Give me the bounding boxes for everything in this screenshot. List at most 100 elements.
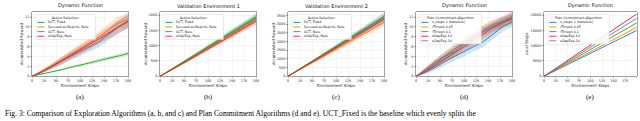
svg-text:rThresh 0.05: rThresh 0.05	[560, 25, 581, 29]
svg-text:0: 0	[283, 74, 285, 78]
svg-text:2: 2	[27, 65, 29, 69]
svg-text:UCT, Fixed: UCT, Fixed	[304, 20, 321, 24]
svg-text:125: 125	[217, 79, 223, 83]
svg-text:Accumulated Reward: Accumulated Reward	[19, 23, 24, 66]
svg-text:0: 0	[543, 79, 545, 83]
svg-text:Accumulated Reward: Accumulated Reward	[143, 23, 148, 66]
svg-text:200: 200	[125, 79, 131, 83]
svg-text:sGapExp 20: sGapExp 20	[560, 39, 580, 43]
svg-text:0: 0	[539, 74, 541, 78]
svg-text:Environment Steps: Environment Steps	[61, 83, 99, 88]
svg-text:8: 8	[27, 35, 29, 39]
svg-text:Action Selection: Action Selection	[52, 16, 79, 20]
svg-text:12: 12	[25, 15, 29, 19]
svg-text:Validation Environment 2: Validation Environment 2	[305, 3, 368, 9]
svg-text:sGapExp, Relu: sGapExp, Relu	[176, 34, 200, 38]
svg-text:200: 200	[253, 79, 259, 83]
svg-text:100: 100	[333, 79, 339, 83]
svg-text:Local Steps: Local Steps	[524, 33, 529, 56]
svg-text:Fig. 3: Comparison of Explorat: Fig. 3: Comparison of Exploration Algori…	[5, 109, 476, 118]
svg-text:Environment Steps: Environment Steps	[571, 83, 609, 88]
svg-text:UCT, Fixed: UCT, Fixed	[48, 20, 65, 24]
svg-text:500: 500	[279, 66, 285, 70]
svg-text:2: 2	[411, 65, 413, 69]
svg-text:100: 100	[461, 79, 467, 83]
svg-text:UCT, Relu: UCT, Relu	[176, 30, 192, 34]
svg-text:125: 125	[345, 79, 351, 83]
svg-text:0: 0	[411, 74, 413, 78]
svg-text:rThresh 0.05: rThresh 0.05	[432, 25, 453, 29]
svg-text:20000: 20000	[531, 13, 542, 17]
svg-text:1000: 1000	[149, 44, 158, 48]
svg-text:2500: 2500	[277, 31, 286, 35]
svg-text:n_steps 1 (baseline): n_steps 1 (baseline)	[560, 20, 593, 24]
svg-text:200: 200	[509, 79, 515, 83]
svg-text:(d): (d)	[460, 93, 469, 101]
svg-text:150: 150	[357, 79, 363, 83]
svg-text:rThresh 0.1: rThresh 0.1	[560, 30, 579, 34]
svg-text:(b): (b)	[204, 93, 213, 101]
svg-text:150: 150	[610, 79, 616, 83]
svg-text:Accumulated Reward: Accumulated Reward	[271, 23, 276, 66]
svg-text:1500: 1500	[277, 48, 286, 52]
svg-text:75: 75	[450, 79, 454, 83]
svg-text:4: 4	[411, 55, 413, 59]
svg-text:Accumulated Reward: Accumulated Reward	[403, 23, 408, 66]
svg-text:6: 6	[411, 45, 413, 49]
svg-text:15000: 15000	[531, 29, 542, 33]
svg-text:125: 125	[599, 79, 605, 83]
svg-text:4: 4	[27, 55, 29, 59]
svg-text:10: 10	[409, 25, 413, 29]
svg-text:175: 175	[369, 79, 375, 83]
svg-text:175: 175	[113, 79, 119, 83]
svg-text:Successive Rejects, Relu: Successive Rejects, Relu	[304, 25, 344, 29]
svg-text:Dynamic Function: Dynamic Function	[58, 2, 103, 9]
svg-text:Action Selection: Action Selection	[308, 16, 335, 20]
svg-text:UCT, Relu: UCT, Relu	[304, 30, 320, 34]
svg-text:rThresh 0.1: rThresh 0.1	[432, 30, 451, 34]
svg-text:25: 25	[170, 79, 174, 83]
svg-text:2000: 2000	[277, 40, 286, 44]
svg-text:500: 500	[151, 59, 157, 63]
svg-text:100: 100	[205, 79, 211, 83]
svg-text:2000: 2000	[149, 13, 158, 17]
svg-text:Environment Steps: Environment Steps	[189, 83, 227, 88]
svg-text:UCT, Fixed: UCT, Fixed	[176, 20, 193, 24]
svg-text:150: 150	[101, 79, 107, 83]
svg-text:(a): (a)	[76, 93, 84, 101]
svg-text:10: 10	[25, 25, 29, 29]
svg-text:125: 125	[473, 79, 479, 83]
svg-text:6: 6	[27, 45, 29, 49]
svg-text:25: 25	[426, 79, 430, 83]
svg-text:125: 125	[89, 79, 95, 83]
svg-text:0: 0	[159, 79, 161, 83]
svg-text:150: 150	[229, 79, 235, 83]
svg-text:3500: 3500	[277, 14, 286, 18]
svg-text:1500: 1500	[149, 29, 158, 33]
svg-text:Plan Commitment Algorithm: Plan Commitment Algorithm	[427, 16, 474, 20]
svg-text:sGapExp 10: sGapExp 10	[432, 34, 452, 38]
svg-text:75: 75	[194, 79, 198, 83]
svg-text:0: 0	[155, 74, 157, 78]
svg-text:Dynamic Function: Dynamic Function	[442, 2, 487, 9]
svg-text:50: 50	[54, 79, 58, 83]
svg-text:50: 50	[565, 79, 569, 83]
svg-text:75: 75	[322, 79, 326, 83]
svg-text:sGapExp 10: sGapExp 10	[560, 34, 580, 38]
svg-text:0: 0	[287, 79, 289, 83]
svg-text:Successive Rejects, Relu: Successive Rejects, Relu	[176, 25, 216, 29]
svg-text:12: 12	[409, 15, 413, 19]
svg-text:10000: 10000	[531, 44, 542, 48]
svg-text:75: 75	[66, 79, 70, 83]
svg-text:75: 75	[577, 79, 581, 83]
svg-text:200: 200	[381, 79, 387, 83]
svg-text:UCT, Relu: UCT, Relu	[48, 30, 64, 34]
svg-text:3000: 3000	[277, 22, 286, 26]
svg-text:25: 25	[298, 79, 302, 83]
svg-text:n_steps 1 (baseline): n_steps 1 (baseline)	[432, 20, 465, 24]
svg-text:Environment Steps: Environment Steps	[317, 83, 355, 88]
svg-text:sGapExp, Relu: sGapExp, Relu	[304, 34, 328, 38]
svg-text:8: 8	[411, 35, 413, 39]
svg-text:Successive Rejects, Relu: Successive Rejects, Relu	[48, 25, 88, 29]
svg-text:sGapExp 20: sGapExp 20	[432, 39, 452, 43]
